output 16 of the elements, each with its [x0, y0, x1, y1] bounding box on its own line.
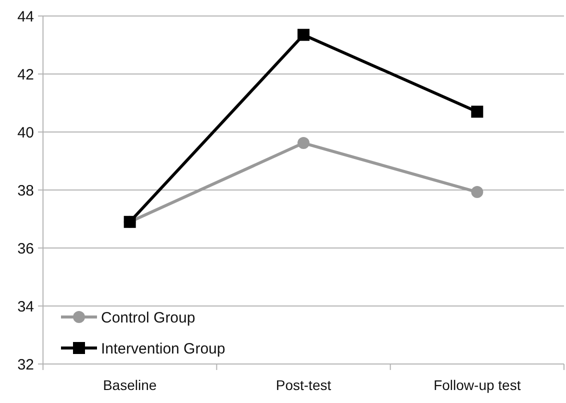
y-tick-label: 36: [17, 240, 34, 258]
y-tick-label: 38: [17, 182, 34, 200]
y-tick-label: 44: [17, 8, 34, 26]
x-tick-label: Follow-up test: [434, 377, 521, 393]
y-tick-label: 42: [17, 66, 34, 84]
point: [471, 186, 484, 198]
y-tick-label: 40: [17, 124, 34, 142]
point: [471, 106, 484, 118]
legend-label: Intervention Group: [101, 340, 226, 358]
x-tick-label: Post-test: [276, 377, 332, 393]
legend-label: Control Group: [101, 309, 196, 326]
y-tick-label: 32: [17, 356, 34, 374]
point: [298, 137, 310, 150]
x-tick-label: Baseline: [102, 377, 157, 393]
y-tick-label: 34: [17, 298, 34, 316]
point: [298, 28, 310, 41]
